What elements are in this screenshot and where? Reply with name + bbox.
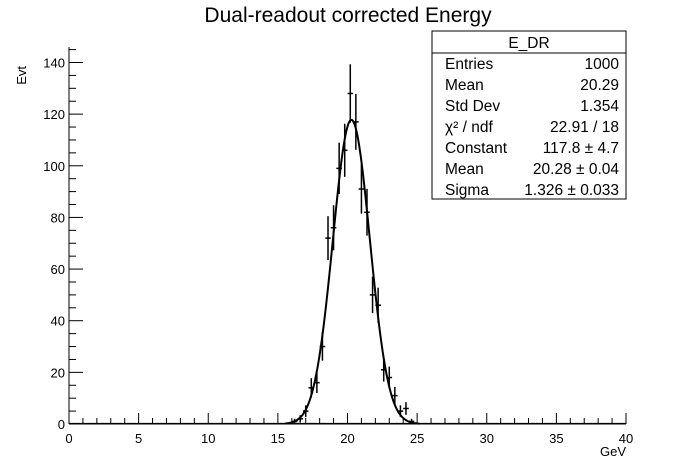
y-axis-tick-labels: 0 20 40 60 80 100 120 140 [43,55,65,432]
histogram-bin [325,216,331,260]
stats-row-label: Sigma [445,182,489,199]
x-tick-label: 15 [271,431,285,446]
chart-title: Dual-readout corrected Energy [204,4,492,27]
stats-row-value: 1.326 ± 0.033 [524,182,619,199]
x-tick-label: 0 [65,431,72,446]
histogram-bin [347,64,354,123]
histogram-bin [403,402,409,415]
x-axis-title: GeV [600,444,626,459]
stats-row-value: 20.28 ± 0.04 [533,161,619,178]
x-tick-label: 20 [340,431,354,446]
stats-row-label: Constant [445,140,508,157]
stats-row-value: 22.91 / 18 [550,119,619,136]
y-tick-label: 140 [43,55,65,70]
stats-box-frame [431,30,627,200]
stats-box-header: E_DR [508,35,549,52]
stats-row-label: Mean [445,77,484,94]
x-axis-tick-labels: 0 5 10 15 20 25 30 35 40 [65,431,633,446]
y-tick-label: 80 [51,210,65,225]
stats-row-label: Std Dev [445,98,500,115]
histogram-bin [392,387,398,405]
histogram-bin [369,276,376,314]
stats-box-rows: Entries 1000 Mean 20.29 Std Dev 1.354 χ² / ndf… [445,56,619,199]
stats-row-value: 20.29 [580,77,619,94]
x-tick-label: 35 [549,431,563,446]
y-tick-label: 0 [58,417,65,432]
stats-row-label: Mean [445,161,484,178]
y-tick-label: 60 [51,262,65,277]
y-tick-label: 20 [51,365,65,380]
x-tick-label: 40 [619,431,633,446]
y-tick-label: 40 [51,314,65,329]
stats-row-label: χ² / ndf [445,119,493,136]
stats-box: E_DR Entries 1000 Mean 20.29 Std Dev 1.354 χ² … [431,30,627,200]
x-tick-label: 5 [135,431,142,446]
x-tick-label: 30 [480,431,494,446]
stats-row-label: Entries [445,56,493,73]
gaussian-fit-curve [284,118,420,425]
stats-row-value: 1.354 [580,98,619,115]
x-tick-label: 10 [201,431,215,446]
y-tick-label: 100 [43,159,65,174]
stats-row-value: 117.8 ± 4.7 [543,140,619,157]
stats-row-value: 1000 [585,56,620,73]
y-tick-label: 120 [43,107,65,122]
y-axis-title: Evt [14,66,29,85]
x-tick-label: 25 [410,431,424,446]
histogram-bin [358,164,365,214]
